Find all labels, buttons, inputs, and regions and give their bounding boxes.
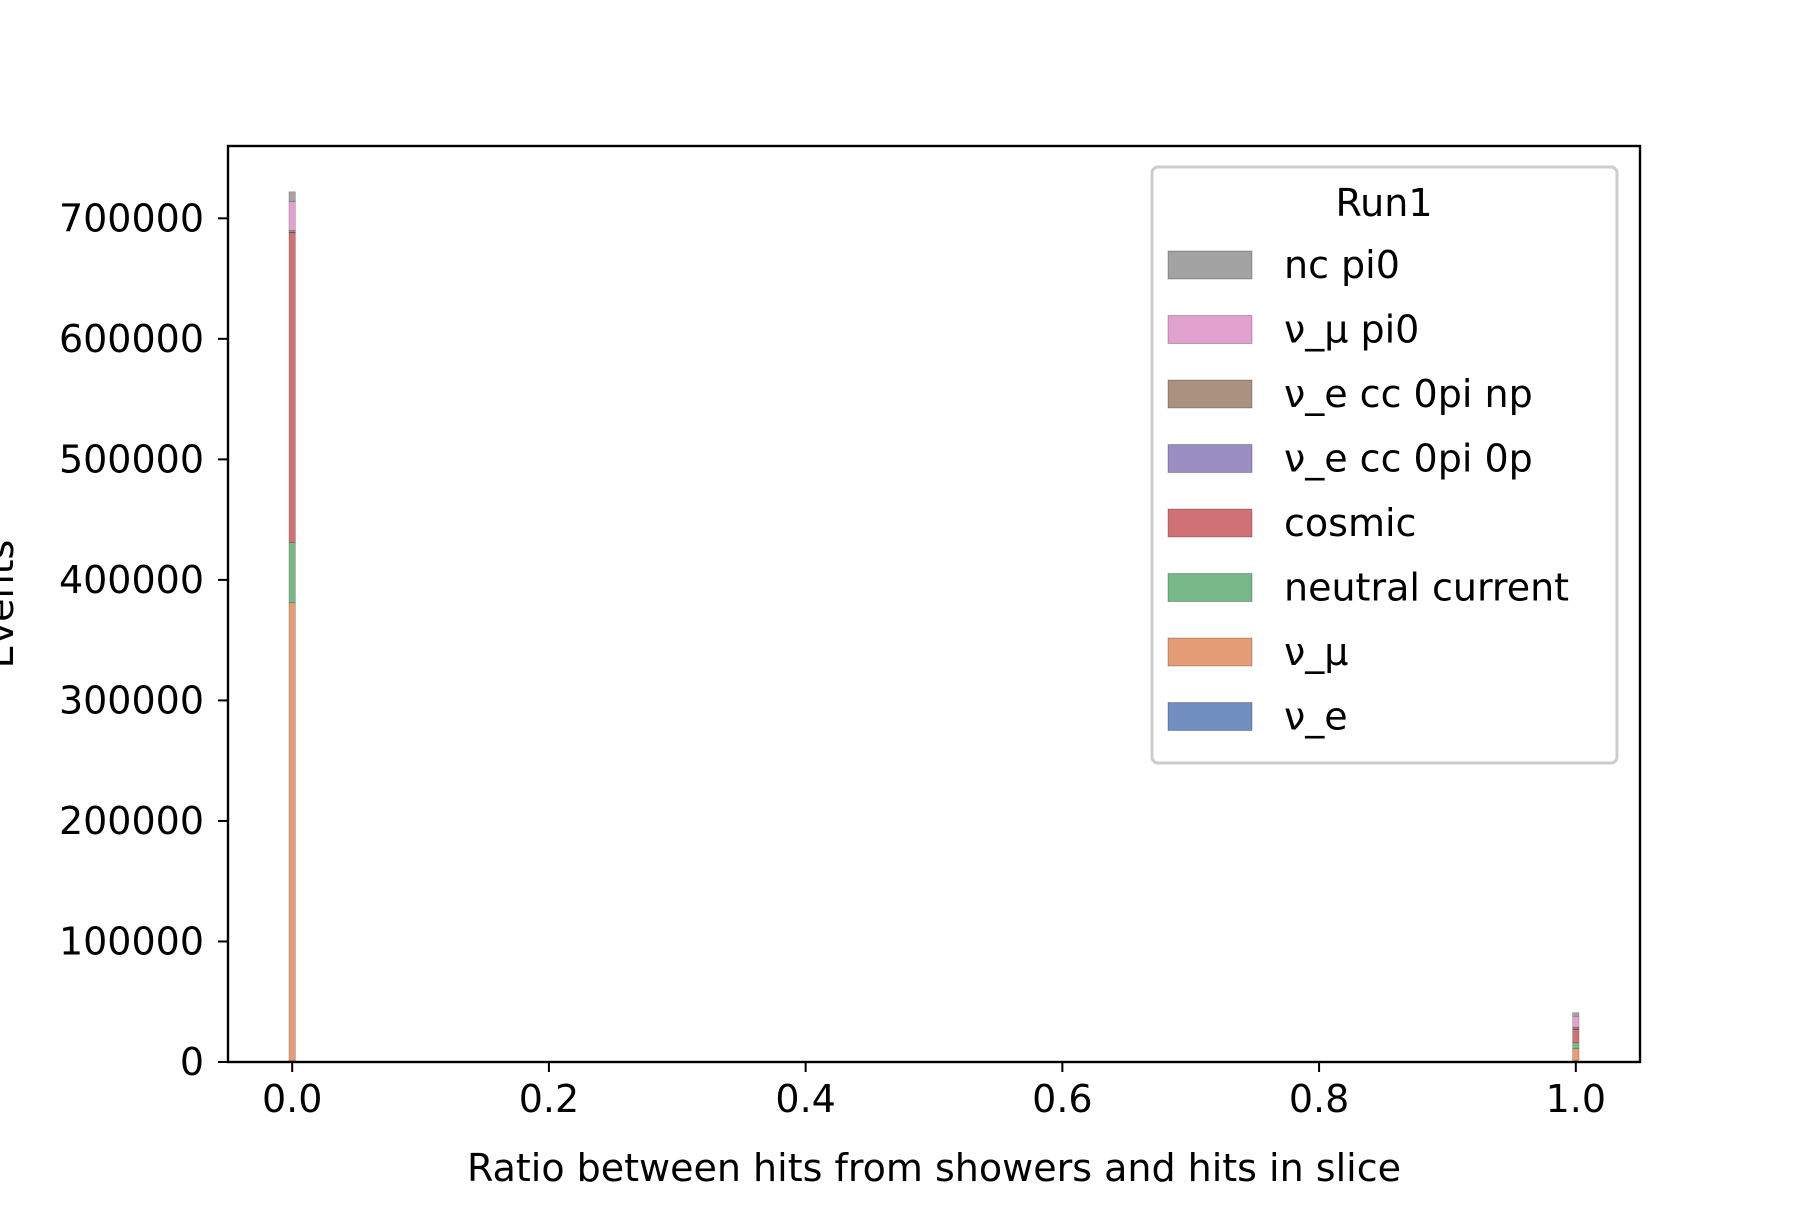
histogram-bar: [288, 602, 296, 1062]
y-tick-label: 100000: [59, 919, 204, 963]
legend-swatch: [1167, 573, 1253, 602]
histogram-bar: [288, 201, 296, 231]
x-tick-label: 0.4: [775, 1077, 835, 1121]
y-tick-label: 700000: [59, 196, 204, 240]
legend-swatch: [1167, 315, 1253, 344]
y-tick-label: 200000: [59, 799, 204, 843]
x-tick-label: 0.0: [262, 1077, 322, 1121]
legend-label: nc pi0: [1284, 243, 1400, 287]
plot-frame: [226, 144, 1642, 1064]
y-tick-label: 300000: [59, 678, 204, 722]
histogram-bar: [288, 230, 296, 233]
legend-label: ν_μ pi0: [1284, 308, 1419, 352]
legend-label: cosmic: [1284, 501, 1416, 545]
x-axis-label: Ratio between hits from showers and hits…: [467, 1146, 1401, 1190]
y-tick-label: 400000: [59, 558, 204, 602]
legend-swatch: [1167, 637, 1253, 667]
histogram-bar: [1572, 1042, 1580, 1049]
legend-swatch: [1167, 702, 1253, 731]
histogram-bar: [1572, 1015, 1580, 1028]
legend-label: ν_μ: [1284, 630, 1348, 674]
x-tick-label: 0.6: [1032, 1077, 1092, 1121]
legend-title: Run1: [1335, 181, 1432, 225]
histogram-bar: [1572, 1026, 1580, 1030]
legend-swatch: [1167, 508, 1253, 538]
y-axis-label: Events: [0, 540, 22, 669]
bars-layer: [288, 191, 1580, 1063]
legend-label: ν_e cc 0pi 0p: [1284, 437, 1533, 481]
histogram-bar: [1572, 1048, 1580, 1062]
y-tick-label: 500000: [59, 437, 204, 481]
histogram-bar: [288, 232, 296, 543]
y-axis: 0 100000 200000 300000 400000 500000 600000 700…: [59, 196, 228, 1084]
legend-swatch: [1167, 250, 1253, 280]
legend-entries: nc pi0 ν_μ pi0 ν_e cc 0pi np ν_e cc 0pi 0p c…: [1167, 243, 1569, 739]
histogram-bar: [1572, 1012, 1580, 1017]
legend-label: ν_e: [1284, 695, 1348, 739]
legend-label: ν_e cc 0pi np: [1284, 372, 1533, 416]
x-axis: 0.0 0.2 0.4 0.6 0.8 1.0: [262, 1062, 1606, 1121]
x-tick-label: 0.2: [519, 1077, 579, 1121]
histogram-bar: [288, 191, 296, 202]
legend-frame: [1150, 165, 1619, 765]
legend-label: neutral current: [1284, 566, 1569, 610]
y-tick-label: 600000: [59, 317, 204, 361]
legend-swatch: [1167, 444, 1253, 473]
legend-swatch: [1167, 379, 1253, 409]
histogram-bar: [1572, 1029, 1580, 1043]
x-tick-label: 1.0: [1546, 1077, 1606, 1121]
histogram-bar: [288, 542, 296, 604]
legend: Run1 nc pi0 ν_μ pi0 ν_e cc 0pi np ν_e cc 0p…: [1150, 165, 1619, 765]
x-tick-label: 0.8: [1289, 1077, 1349, 1121]
y-tick-label: 0: [180, 1040, 204, 1084]
